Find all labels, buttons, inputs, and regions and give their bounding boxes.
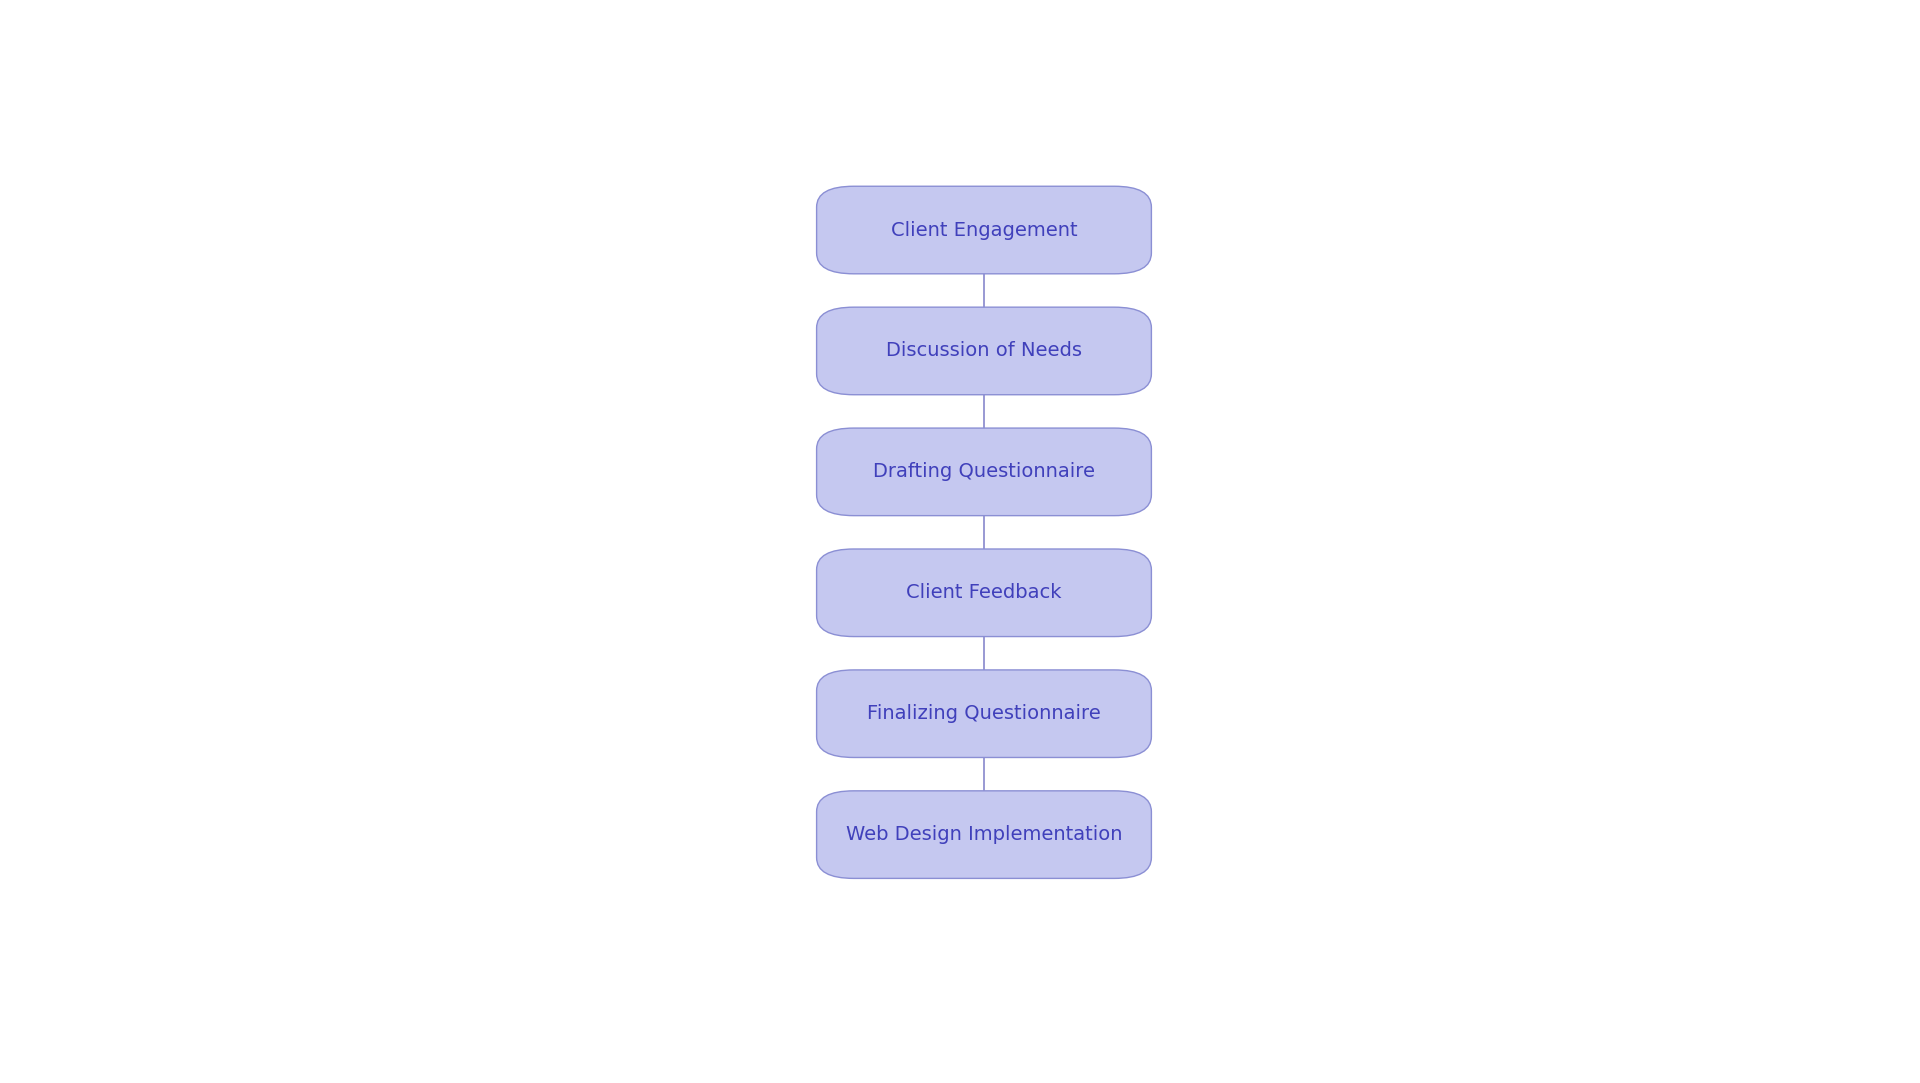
FancyBboxPatch shape	[816, 186, 1152, 274]
Text: Finalizing Questionnaire: Finalizing Questionnaire	[868, 704, 1100, 723]
FancyBboxPatch shape	[816, 549, 1152, 637]
Text: Discussion of Needs: Discussion of Needs	[885, 341, 1083, 361]
Text: Drafting Questionnaire: Drafting Questionnaire	[874, 462, 1094, 481]
FancyBboxPatch shape	[816, 791, 1152, 878]
Text: Client Engagement: Client Engagement	[891, 221, 1077, 239]
FancyBboxPatch shape	[816, 308, 1152, 394]
Text: Client Feedback: Client Feedback	[906, 584, 1062, 602]
Text: Web Design Implementation: Web Design Implementation	[845, 825, 1123, 844]
FancyBboxPatch shape	[816, 428, 1152, 516]
FancyBboxPatch shape	[816, 670, 1152, 757]
